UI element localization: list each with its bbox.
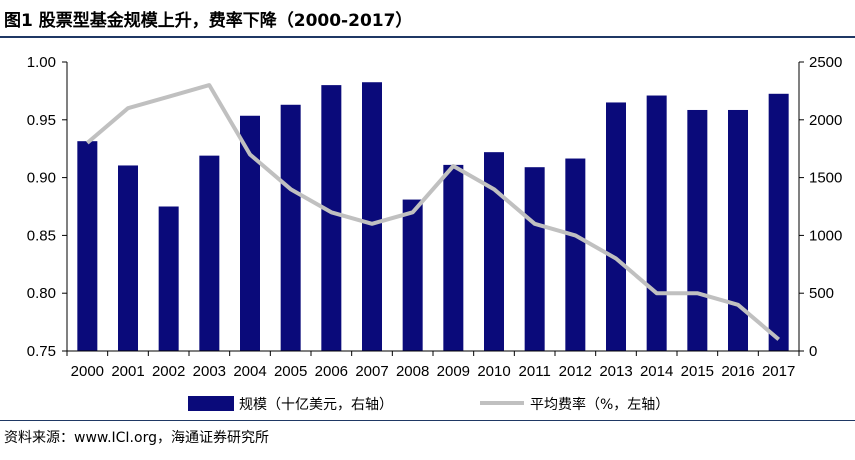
right-tick-label: 500 (809, 285, 834, 302)
x-tick-label: 2014 (640, 363, 673, 380)
x-tick-label: 2003 (193, 363, 226, 380)
line-series-group (87, 85, 779, 340)
bar-2005 (281, 105, 301, 351)
x-tick-label: 2017 (762, 363, 795, 380)
x-tick-label: 2004 (233, 363, 266, 380)
left-tick-label: 0.90 (27, 170, 56, 187)
left-tick-label: 0.80 (27, 285, 56, 302)
source-note: 资料来源：www.ICI.org，海通证券研究所 (4, 427, 269, 447)
right-tick-label: 0 (809, 343, 817, 360)
x-tick-label: 2001 (111, 363, 144, 380)
x-tick-label: 2013 (599, 363, 632, 380)
fee-rate-line (87, 85, 778, 339)
x-tick-label: 2008 (396, 363, 429, 380)
bar-2014 (647, 96, 667, 351)
source-bar: 资料来源：www.ICI.org，海通证券研究所 (0, 420, 855, 460)
bar-2017 (769, 94, 789, 351)
bar-2007 (362, 82, 382, 351)
right-tick-label: 2000 (809, 112, 842, 129)
x-tick-label: 2006 (315, 363, 348, 380)
x-tick-label: 2012 (559, 363, 592, 380)
chart-area: 1.00 0.95 0.90 0.85 0.80 0.75 2500 2000 1500 1000… (0, 36, 855, 420)
left-tick-label: 0.85 (27, 227, 56, 244)
x-tick-label: 2005 (274, 363, 307, 380)
bar-2006 (321, 85, 341, 351)
bar-2012 (565, 159, 585, 351)
bar-2001 (118, 165, 138, 351)
x-tick-label: 2011 (519, 363, 551, 380)
bar-2015 (687, 110, 707, 351)
bar-2009 (443, 165, 463, 351)
left-tick-label: 0.75 (27, 343, 56, 360)
right-tick-label: 1500 (809, 170, 842, 187)
bar-2010 (484, 152, 504, 351)
bar-2013 (606, 102, 626, 351)
chart-title: 图1 股票型基金规模上升，费率下降（2000-2017） (4, 6, 412, 31)
left-tick-label: 0.95 (27, 112, 56, 129)
bar-2003 (199, 156, 219, 351)
bar-2016 (728, 110, 748, 351)
x-tick-label: 2010 (477, 363, 510, 380)
x-tick-label: 2016 (721, 363, 754, 380)
bar-series-group (77, 82, 788, 351)
legend-bar-swatch (188, 396, 234, 411)
title-bar: 图1 股票型基金规模上升，费率下降（2000-2017） (0, 0, 855, 38)
right-tick-label: 1000 (809, 227, 842, 244)
bar-2000 (77, 141, 97, 351)
legend-bar-label: 规模（十亿美元，右轴） (239, 397, 393, 413)
x-tick-label: 2009 (437, 363, 470, 380)
legend: 规模（十亿美元，右轴） 平均费率（%，左轴） (188, 396, 669, 413)
x-tick-label: 2000 (71, 363, 104, 380)
legend-line-label: 平均费率（%，左轴） (530, 396, 669, 413)
x-tick-label: 2002 (152, 363, 185, 380)
bar-2011 (525, 167, 545, 351)
bar-2008 (403, 200, 423, 351)
bar-2002 (159, 207, 179, 352)
left-tick-label: 1.00 (27, 54, 56, 71)
x-tick-label: 2015 (681, 363, 714, 380)
x-tick-label: 2007 (355, 363, 388, 380)
right-tick-label: 2500 (809, 54, 842, 71)
